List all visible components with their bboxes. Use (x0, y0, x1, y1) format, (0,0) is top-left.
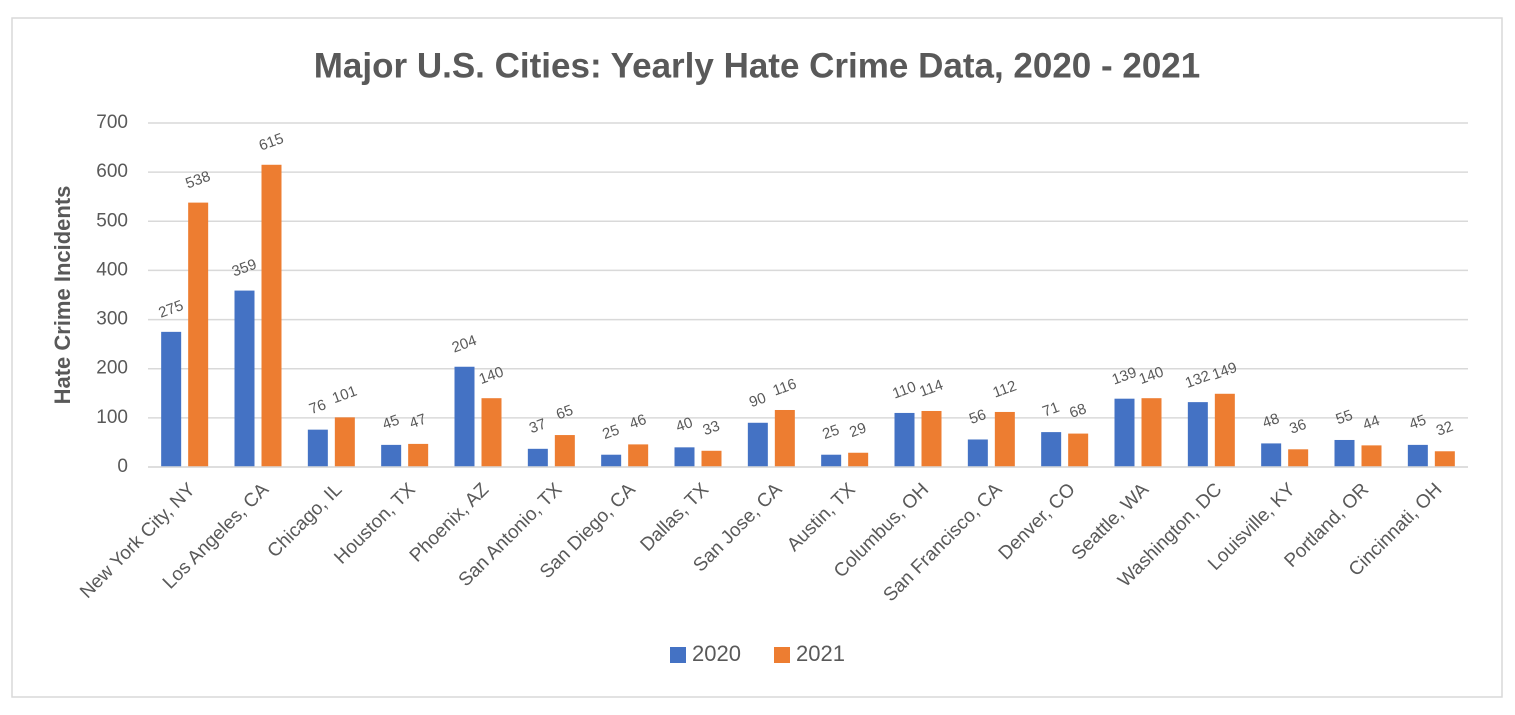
data-label: 45 (380, 412, 401, 434)
data-label: 29 (847, 419, 868, 441)
chart-border (11, 17, 1503, 698)
bar (701, 450, 722, 467)
bar (628, 444, 649, 467)
data-label: 71 (1040, 399, 1061, 421)
data-label: 33 (701, 417, 722, 439)
data-label: 25 (820, 421, 841, 443)
y-axis-label: Hate Crime Incidents (50, 186, 75, 405)
y-tick-label: 100 (96, 407, 128, 428)
bar (334, 417, 355, 467)
bar (994, 411, 1015, 467)
bar (1214, 393, 1235, 467)
bar (1261, 443, 1282, 467)
chart-title: Major U.S. Cities: Yearly Hate Crime Dat… (314, 46, 1200, 85)
bar (261, 164, 282, 467)
bar (554, 435, 575, 467)
bar (821, 454, 842, 467)
data-label: 25 (600, 421, 621, 443)
data-label: 76 (307, 396, 328, 418)
y-tick-label: 400 (96, 259, 128, 280)
bar (307, 429, 328, 467)
bar (848, 452, 869, 467)
bar (967, 439, 988, 467)
data-label: 65 (554, 402, 575, 424)
bar (161, 331, 182, 467)
data-label: 47 (407, 411, 428, 433)
data-label: 40 (674, 414, 695, 436)
data-label: 55 (1334, 407, 1355, 429)
bar (1141, 398, 1162, 467)
bar (894, 412, 915, 467)
data-label: 44 (1361, 412, 1382, 434)
bar (1334, 439, 1355, 467)
bar (188, 202, 209, 467)
data-label: 56 (967, 406, 988, 428)
y-tick-label: 600 (96, 161, 128, 182)
legend-label: 2020 (692, 641, 741, 666)
bar (481, 398, 502, 467)
data-label: 68 (1067, 400, 1088, 422)
bar (1434, 451, 1455, 467)
bar (1288, 449, 1309, 467)
bar (1041, 432, 1062, 467)
bar (234, 290, 255, 467)
data-label: 46 (627, 411, 648, 433)
y-tick-label: 500 (96, 210, 128, 231)
y-tick-label: 200 (96, 358, 128, 379)
y-tick-label: 0 (117, 456, 128, 477)
bar (1407, 444, 1428, 467)
y-tick-label: 700 (96, 112, 128, 133)
data-label: 45 (1407, 412, 1428, 434)
data-label: 37 (527, 415, 548, 437)
bar (747, 422, 768, 467)
bar (601, 454, 622, 467)
bar (774, 409, 795, 467)
bar (1114, 398, 1135, 467)
bar (1068, 433, 1089, 467)
data-label: 90 (747, 389, 768, 411)
data-label: 48 (1260, 410, 1281, 432)
data-label: 36 (1287, 416, 1308, 438)
bar (674, 447, 695, 467)
legend-swatch (774, 647, 790, 663)
bar (1187, 402, 1208, 467)
legend-swatch (670, 647, 686, 663)
bar (381, 444, 402, 467)
bar (921, 410, 942, 467)
y-tick-label: 300 (96, 309, 128, 330)
data-label: 32 (1434, 418, 1455, 440)
bar (1361, 445, 1382, 467)
bar (408, 443, 429, 467)
bar (454, 366, 475, 467)
bar (527, 448, 548, 467)
legend-label: 2021 (796, 641, 845, 666)
